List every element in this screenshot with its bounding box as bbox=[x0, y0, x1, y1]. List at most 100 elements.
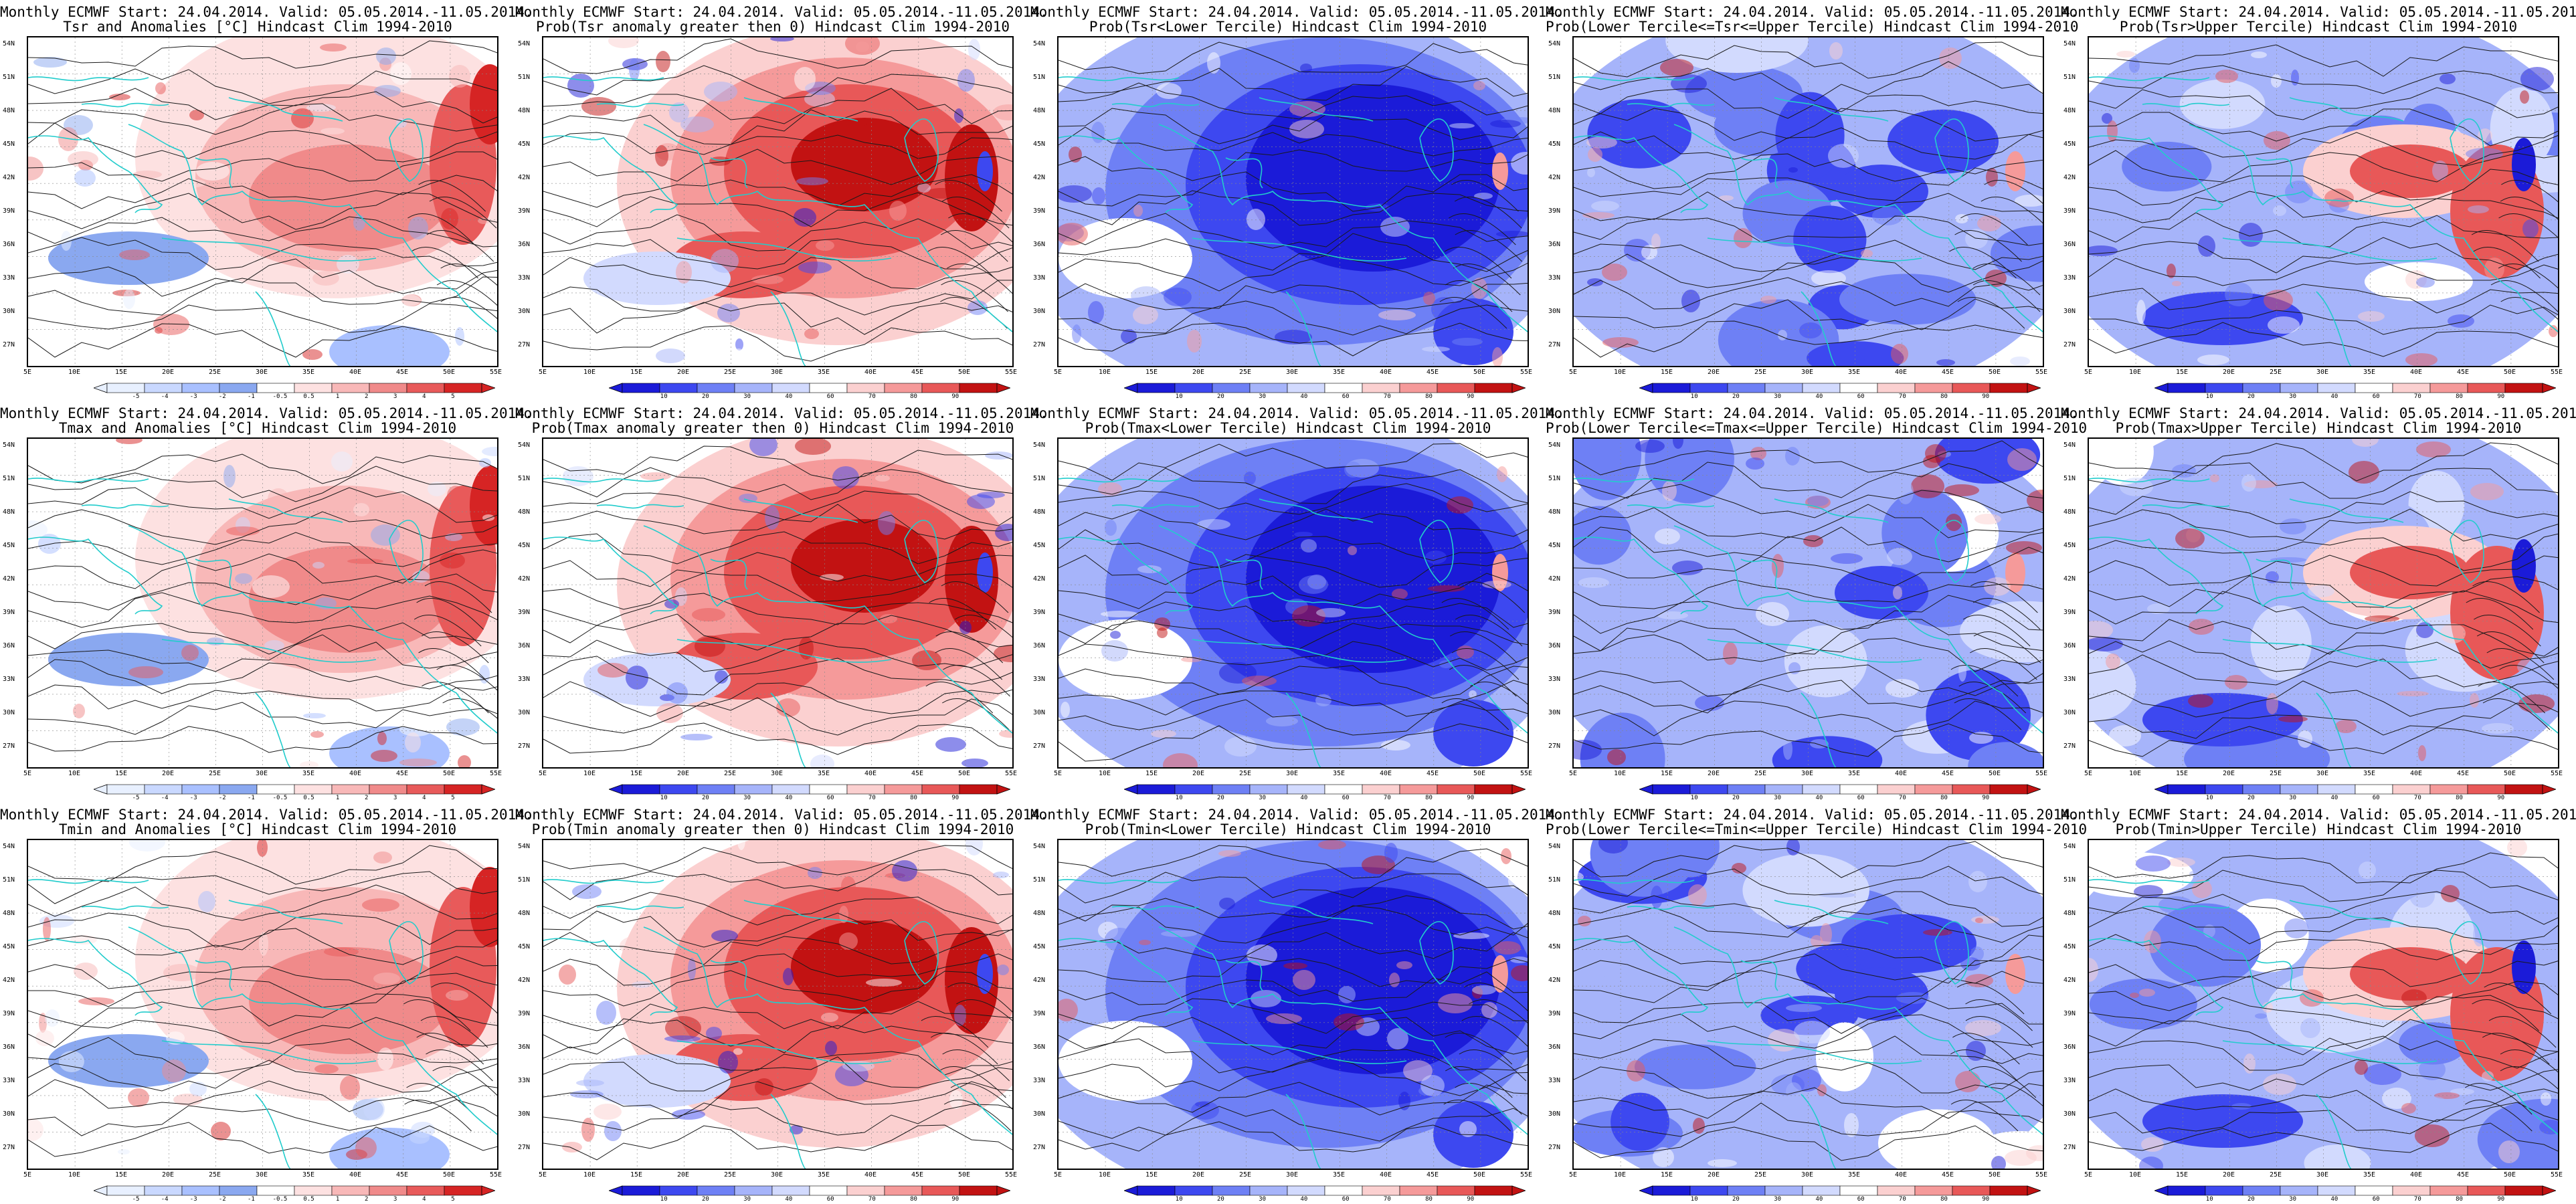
latitude-label: 33N bbox=[1548, 274, 1561, 282]
longitude-label: 25E bbox=[2269, 770, 2282, 777]
latitude-label: 54N bbox=[1548, 40, 1561, 47]
panel-title-line2: Prob(Tsr anomaly greater then 0) Hindcas… bbox=[535, 19, 1010, 35]
longitude-label: 50E bbox=[1988, 369, 2001, 376]
panel-title-line2: Prob(Lower Tercile<=Tmax<=Upper Tercile)… bbox=[1546, 420, 2088, 436]
colorbar-tick-label: 60 bbox=[2372, 393, 2380, 400]
latitude-label: 45N bbox=[2063, 542, 2076, 549]
latitude-label: 33N bbox=[518, 676, 531, 683]
latitude-label: 36N bbox=[1548, 642, 1561, 649]
colorbar-tick-label: -4 bbox=[161, 393, 169, 400]
longitude-label: 25E bbox=[1754, 770, 1767, 777]
latitude-label: 39N bbox=[1033, 1010, 1046, 1017]
colorbar: 10 20 30 40 60 70 80 90 bbox=[1639, 784, 2041, 801]
longitude-label: 25E bbox=[723, 369, 737, 376]
colorbar-tick-label: 10 bbox=[2205, 393, 2213, 400]
latitude-label: 30N bbox=[1033, 308, 1046, 315]
longitude-label: 35E bbox=[302, 770, 315, 777]
latitude-label: 48N bbox=[1548, 508, 1561, 516]
colorbar-tick-label: 80 bbox=[1425, 795, 1433, 801]
longitude-label: 30E bbox=[770, 770, 784, 777]
latitude-label: 54N bbox=[2063, 843, 2076, 850]
colorbar-tick-label: 0.5 bbox=[303, 1196, 314, 1203]
colorbar-tick-label: 90 bbox=[1982, 795, 1990, 801]
colorbar-tick-label: 90 bbox=[1467, 1196, 1475, 1203]
longitude-label: 15E bbox=[114, 369, 128, 376]
latitude-label: 36N bbox=[518, 241, 531, 248]
latitude-label: 54N bbox=[1548, 843, 1561, 850]
longitude-label: 5E bbox=[23, 770, 32, 777]
latitude-label: 51N bbox=[1548, 74, 1561, 81]
latitude-label: 48N bbox=[3, 107, 15, 114]
colorbar-tick-label: 70 bbox=[1383, 1196, 1391, 1203]
latitude-label: 51N bbox=[1548, 475, 1561, 482]
longitude-label: 25E bbox=[208, 770, 221, 777]
colorbar-tick-label: 90 bbox=[1467, 795, 1475, 801]
latitude-label: 36N bbox=[2063, 642, 2076, 649]
longitude-label: 5E bbox=[2084, 369, 2093, 376]
panel-title-line2: Prob(Tmin<Lower Tercile) Hindcast Clim 1… bbox=[1085, 821, 1491, 837]
latitude-label: 33N bbox=[1033, 676, 1046, 683]
colorbar-tick-label: 80 bbox=[2456, 1196, 2463, 1203]
longitude-label: 40E bbox=[1894, 770, 1908, 777]
latitude-label: 36N bbox=[518, 1043, 531, 1051]
panel-title-line1: Monthly ECMWF Start: 24.04.2014. Valid: … bbox=[0, 807, 533, 823]
colorbar-tick-label: -0.5 bbox=[272, 1196, 288, 1203]
longitude-label: 35E bbox=[817, 770, 830, 777]
colorbar-tick-label: 2 bbox=[364, 795, 369, 801]
colorbar-tick-label: 40 bbox=[785, 393, 793, 400]
latitude-label: 48N bbox=[3, 508, 15, 516]
latitude-label: 51N bbox=[2063, 475, 2076, 482]
longitude-label: 20E bbox=[1707, 1171, 1720, 1179]
longitude-label: 10E bbox=[1613, 1171, 1627, 1179]
colorbar: 10 20 30 40 60 70 80 90 bbox=[1124, 784, 1526, 801]
colorbar: 10 20 30 40 60 70 80 90 bbox=[609, 784, 1010, 801]
longitude-label: 10E bbox=[583, 369, 596, 376]
longitude-label: 10E bbox=[2128, 1171, 2142, 1179]
colorbar-tick-label: 10 bbox=[1175, 795, 1183, 801]
latitude-label: 42N bbox=[3, 575, 15, 583]
latitude-label: 42N bbox=[518, 575, 531, 583]
colorbar-tick-label: 30 bbox=[743, 1196, 751, 1203]
colorbar-tick-label: 20 bbox=[2247, 795, 2255, 801]
colorbar-tick-label: 80 bbox=[910, 795, 917, 801]
colorbar-tick-label: 80 bbox=[2456, 393, 2463, 400]
colorbar-tick-label: 20 bbox=[1732, 1196, 1740, 1203]
colorbar-tick-label: -1 bbox=[247, 393, 255, 400]
latitude-label: 45N bbox=[2063, 140, 2076, 148]
colorbar-tick-label: 60 bbox=[1857, 1196, 1865, 1203]
latitude-label: 54N bbox=[3, 843, 15, 850]
longitude-label: 20E bbox=[161, 770, 175, 777]
map-area bbox=[1572, 437, 2044, 769]
longitude-label: 25E bbox=[208, 369, 221, 376]
latitude-label: 30N bbox=[1548, 709, 1561, 716]
longitude-label: 20E bbox=[676, 369, 690, 376]
longitude-label: 50E bbox=[957, 770, 971, 777]
latitude-label: 51N bbox=[3, 475, 15, 482]
panel-title-line1: Monthly ECMWF Start: 24.04.2014. Valid: … bbox=[515, 4, 1048, 20]
latitude-label: 39N bbox=[1033, 207, 1046, 215]
latitude-label: 54N bbox=[1033, 441, 1046, 449]
longitude-label: 25E bbox=[723, 1171, 737, 1179]
longitude-label: 30E bbox=[1801, 369, 1814, 376]
colorbar-tick-label: 70 bbox=[1898, 795, 1906, 801]
latitude-label: 36N bbox=[1548, 1043, 1561, 1051]
latitude-label: 27N bbox=[1033, 341, 1046, 348]
latitude-label: 54N bbox=[3, 441, 15, 449]
map-area bbox=[1057, 36, 1529, 367]
longitude-label: 20E bbox=[1707, 770, 1720, 777]
latitude-label: 42N bbox=[2063, 174, 2076, 181]
map-panel: Monthly ECMWF Start: 24.04.2014. Valid: … bbox=[515, 401, 1048, 803]
longitude-label: 45E bbox=[2456, 770, 2470, 777]
panel-title-line1: Monthly ECMWF Start: 24.04.2014. Valid: … bbox=[0, 4, 533, 20]
colorbar-tick-label: 4 bbox=[422, 795, 426, 801]
longitude-label: 25E bbox=[2269, 1171, 2282, 1179]
longitude-label: 50E bbox=[442, 369, 456, 376]
longitude-label: 45E bbox=[1426, 1171, 1439, 1179]
colorbar: -5 -4 -3 -2 -1 -0.5 0.5 1 2 3 4 5 bbox=[94, 383, 495, 400]
latitude-label: 48N bbox=[2063, 508, 2076, 516]
longitude-label: 5E bbox=[2084, 770, 2093, 777]
longitude-label: 10E bbox=[583, 770, 596, 777]
latitude-label: 39N bbox=[518, 609, 531, 616]
latitude-label: 54N bbox=[1548, 441, 1561, 449]
longitude-label: 50E bbox=[1473, 369, 1486, 376]
